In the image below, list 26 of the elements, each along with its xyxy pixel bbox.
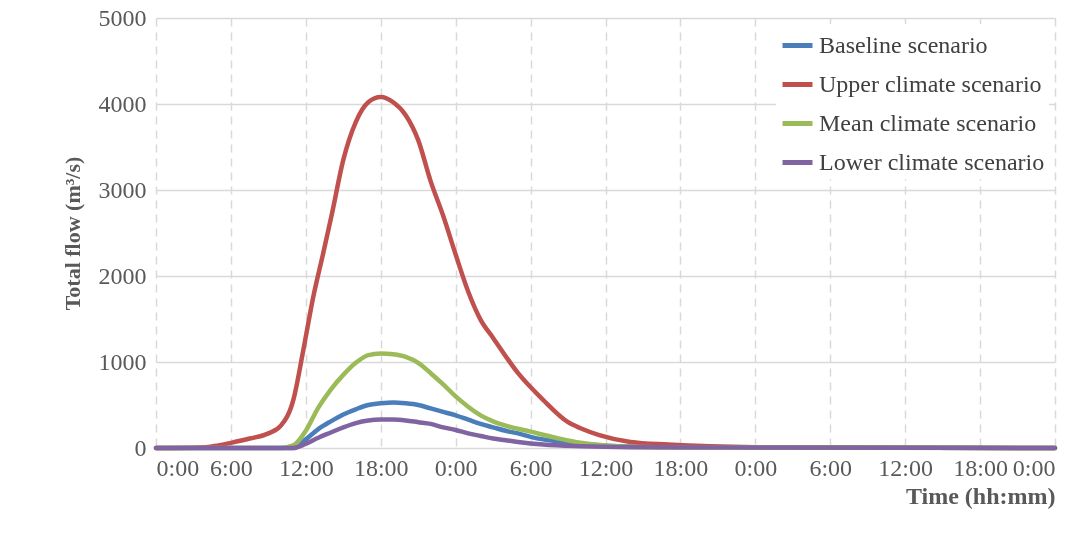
x-tick-label: 6:00 (210, 454, 253, 481)
x-tick-label: 12:00 (279, 454, 334, 481)
x-tick-label: 18:00 (353, 454, 409, 481)
legend-label: Baseline scenario (819, 31, 988, 58)
y-tick-label: 0 (134, 434, 147, 461)
x-tick-label: 0:00 (1012, 454, 1056, 481)
x-tick-label: 0:00 (156, 454, 200, 481)
x-tick-label: 0:00 (734, 454, 778, 481)
legend-label: Upper climate scenario (819, 70, 1042, 97)
y-tick-label: 5000 (98, 4, 147, 31)
line-series (153, 417, 1058, 451)
x-tick-label: 0:00 (434, 454, 478, 481)
legend-label: Lower climate scenario (819, 148, 1045, 175)
y-tick-label: 3000 (98, 176, 147, 203)
x-tick-label: 6:00 (509, 454, 553, 481)
x-tick-label: 18:00 (653, 454, 709, 481)
x-tick-label: 12:00 (578, 454, 634, 481)
x-tick-label: 18:00 (953, 454, 1008, 481)
y-tick-label: 1000 (98, 348, 147, 375)
y-axis-title: Total flow (m³/s) (59, 156, 85, 311)
legend-label: Mean climate scenario (819, 109, 1037, 136)
x-tick-label: 6:00 (809, 454, 853, 481)
x-tick-label: 12:00 (878, 454, 933, 481)
y-tick-label: 2000 (98, 262, 147, 289)
x-axis-title: Time (hh:mm) (905, 482, 1056, 509)
y-tick-label: 4000 (98, 90, 147, 117)
